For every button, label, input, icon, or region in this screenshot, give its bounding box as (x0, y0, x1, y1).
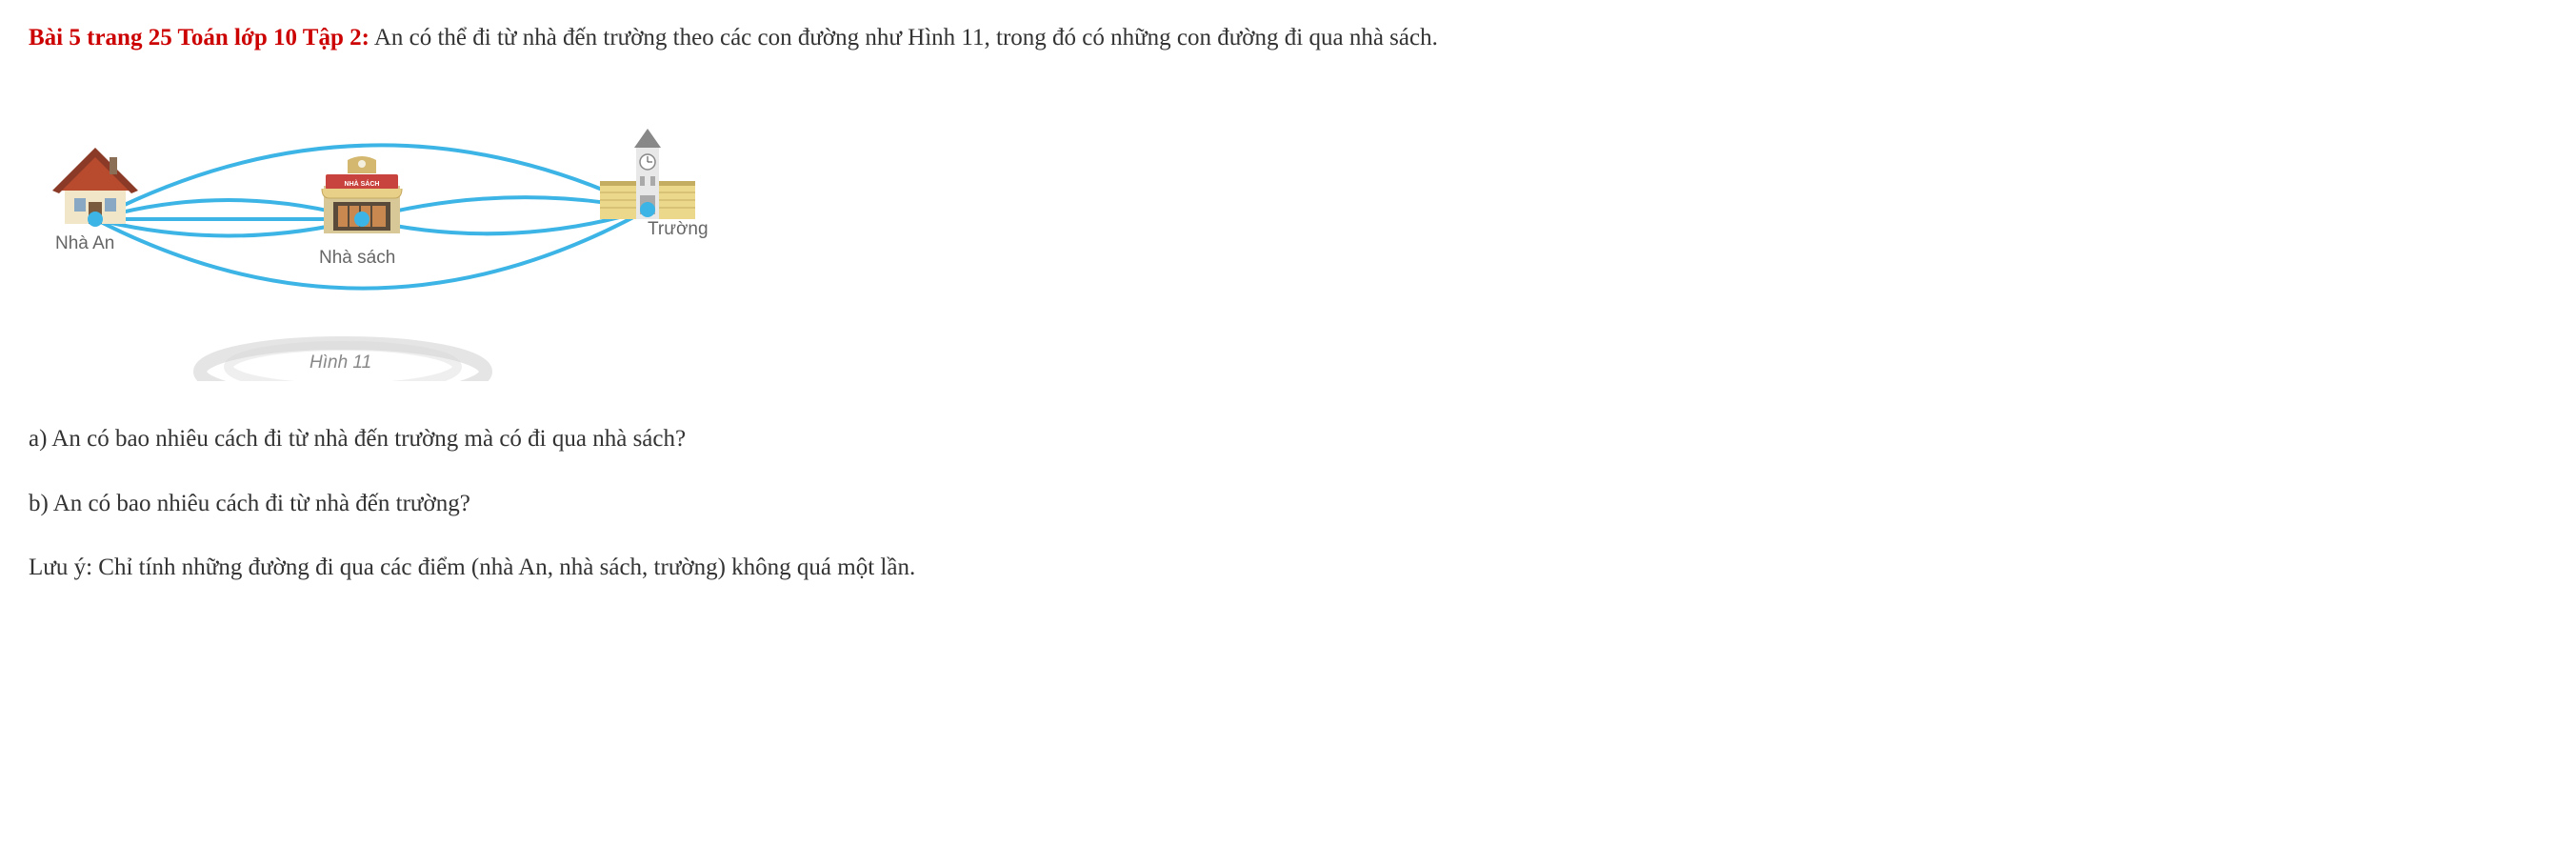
problem-title: Bài 5 trang 25 Toán lớp 10 Tập 2: (29, 25, 369, 50)
label-nha-sach: Nhà sách (319, 248, 395, 269)
note-text: Chỉ tính những đường đi qua các điểm (nh… (98, 555, 915, 580)
question-a: a) An có bao nhiêu cách đi từ nhà đến tr… (29, 419, 2547, 460)
problem-intro: Bài 5 trang 25 Toán lớp 10 Tập 2: An có … (29, 19, 2547, 57)
diagram-labels: Nhà An Nhà sách Trường Hình 11 (29, 86, 771, 381)
note-label: Lưu ý: (29, 555, 92, 580)
label-nha-an: Nhà An (55, 233, 114, 254)
problem-intro-text: An có thể đi từ nhà đến trường theo các … (374, 25, 1438, 50)
label-truong: Trường (648, 219, 709, 240)
note-line: Lưu ý: Chỉ tính những đường đi qua các đ… (29, 548, 2547, 589)
path-diagram: NHÀ SÁCH (29, 86, 771, 381)
question-b: b) An có bao nhiêu cách đi từ nhà đến tr… (29, 484, 2547, 525)
label-figure: Hình 11 (310, 353, 371, 373)
